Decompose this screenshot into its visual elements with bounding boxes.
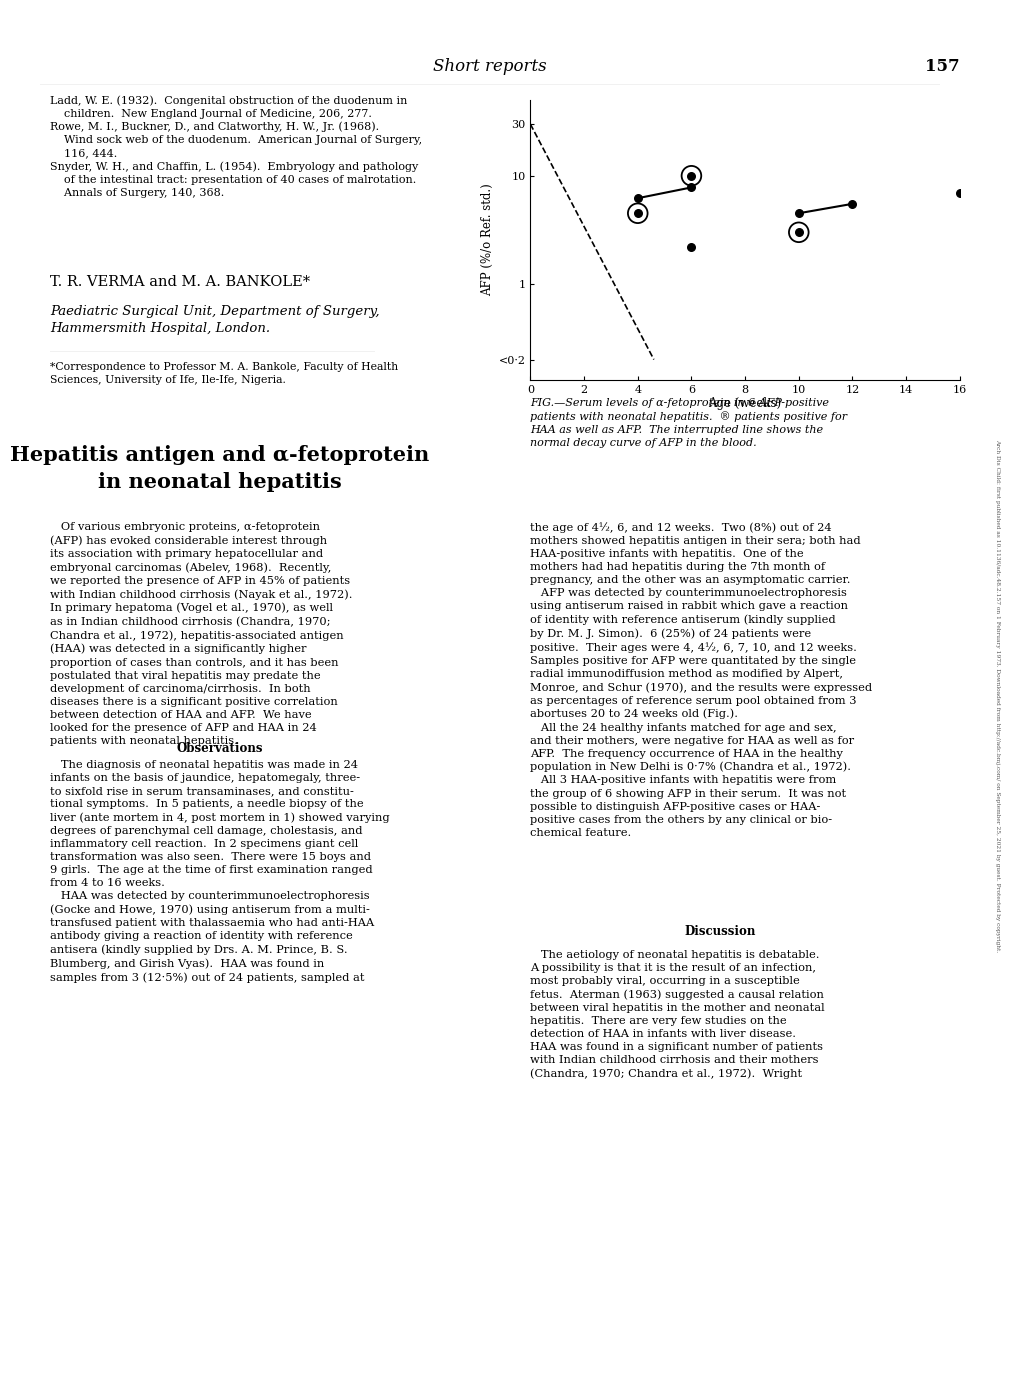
Y-axis label: AFP (%/o Ref. std.): AFP (%/o Ref. std.) (481, 184, 494, 296)
Point (683, 164, 699, 186)
Point (790, 221, 806, 243)
Text: Observations: Observations (176, 741, 263, 755)
Text: T. R. VERMA and M. A. BANKOLE*: T. R. VERMA and M. A. BANKOLE* (50, 275, 310, 289)
Point (951, 181, 967, 203)
Text: Ladd, W. E. (1932).  Congenital obstruction of the duodenum in
    children.  Ne: Ladd, W. E. (1932). Congenital obstructi… (50, 95, 422, 199)
X-axis label: Age (weeks): Age (weeks) (708, 398, 781, 410)
Text: the age of 4½, 6, and 12 weeks.  Two (8%) out of 24
mothers showed hepatitis ant: the age of 4½, 6, and 12 weeks. Two (8%)… (530, 522, 871, 837)
Text: Paediatric Surgical Unit, Department of Surgery,: Paediatric Surgical Unit, Department of … (50, 305, 379, 319)
Point (790, 202, 806, 224)
Point (629, 186, 645, 209)
Text: The diagnosis of neonatal hepatitis was made in 24
infants on the basis of jaund: The diagnosis of neonatal hepatitis was … (50, 759, 389, 982)
Point (629, 202, 645, 224)
Point (790, 221, 806, 243)
Text: Of various embryonic proteins, α-fetoprotein
(AFP) has evoked considerable inter: Of various embryonic proteins, α-fetopro… (50, 522, 353, 746)
Point (683, 164, 699, 186)
Point (844, 193, 860, 216)
Text: Arch Dis Child: first published as 10.1136/adc.48.2.157 on 1 February 1973. Down: Arch Dis Child: first published as 10.11… (995, 440, 999, 951)
Text: Discussion: Discussion (684, 925, 755, 938)
Point (629, 202, 645, 224)
Text: *Correspondence to Professor M. A. Bankole, Faculty of Health
Sciences, Universi: *Correspondence to Professor M. A. Banko… (50, 362, 397, 385)
Point (683, 177, 699, 199)
Text: Hammersmith Hospital, London.: Hammersmith Hospital, London. (50, 321, 270, 335)
Text: Short reports: Short reports (433, 58, 546, 75)
Text: 157: 157 (924, 58, 959, 75)
Text: in neonatal hepatitis: in neonatal hepatitis (98, 472, 341, 492)
Text: Hepatitis antigen and α-fetoprotein: Hepatitis antigen and α-fetoprotein (10, 445, 429, 465)
Point (683, 235, 699, 257)
Text: The aetiology of neonatal hepatitis is debatable.
A possibility is that it is th: The aetiology of neonatal hepatitis is d… (530, 950, 823, 1079)
Text: FIG.—Serum levels of α-fetoprotein in 6 AFP-positive
patients with neonatal hepa: FIG.—Serum levels of α-fetoprotein in 6 … (530, 398, 847, 448)
